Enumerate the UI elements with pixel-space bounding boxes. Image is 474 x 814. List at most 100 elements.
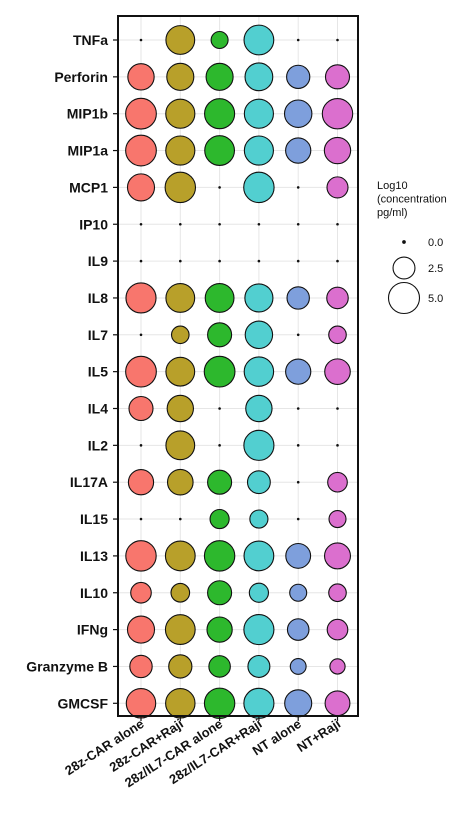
data-dot	[243, 135, 274, 166]
data-dot	[203, 540, 236, 572]
legend-title-line: (concentration	[377, 194, 447, 206]
data-dot	[165, 688, 196, 719]
data-dot	[336, 407, 339, 410]
data-dot	[125, 540, 157, 572]
data-dot	[165, 135, 196, 166]
data-dot	[327, 471, 348, 493]
data-dot	[130, 581, 152, 604]
data-dot	[284, 689, 313, 718]
y-tick-label: TNFa	[73, 32, 108, 48]
data-dot	[125, 688, 157, 719]
data-dot	[245, 394, 273, 423]
data-dot	[328, 510, 347, 529]
data-dot	[164, 540, 196, 572]
data-dot	[203, 687, 236, 720]
data-dot	[139, 38, 143, 42]
plot-frame	[117, 15, 359, 717]
data-dot	[328, 583, 347, 603]
data-dot	[218, 222, 221, 226]
legend-size-label: 5.0	[428, 293, 443, 305]
data-dot	[204, 98, 236, 130]
data-dot	[285, 542, 312, 569]
data-dot	[168, 654, 193, 679]
data-dot	[244, 320, 274, 350]
data-dot	[128, 395, 154, 422]
legend-size-circle	[402, 240, 406, 244]
data-dot	[243, 687, 275, 719]
data-dot	[125, 355, 157, 388]
data-dot	[170, 325, 190, 345]
data-dot	[207, 322, 233, 348]
data-dot	[243, 540, 275, 572]
data-dot	[139, 444, 143, 447]
data-dot	[164, 171, 197, 204]
data-dot	[203, 355, 236, 388]
data-dot	[207, 469, 233, 495]
y-tick-label: IL10	[80, 585, 108, 601]
y-tick-label: MIP1b	[67, 106, 108, 122]
y-tick-label: IL9	[88, 253, 108, 269]
data-dot	[336, 259, 339, 263]
data-dot	[257, 222, 261, 226]
data-dot	[243, 356, 275, 387]
data-dot	[125, 134, 157, 167]
data-dot	[243, 429, 275, 461]
data-dot	[126, 615, 156, 644]
data-dot	[164, 614, 196, 646]
data-dot	[244, 62, 274, 92]
data-dot	[243, 98, 274, 129]
data-dot	[218, 444, 221, 447]
data-dot	[326, 286, 349, 310]
data-dot	[218, 259, 221, 263]
data-dot	[249, 509, 269, 529]
data-dot	[165, 98, 196, 129]
data-dot	[207, 580, 233, 606]
data-dot	[179, 259, 182, 263]
legend-size-label: 2.5	[428, 263, 443, 275]
data-dot	[286, 618, 310, 641]
data-dot	[165, 356, 196, 387]
data-dot	[285, 137, 312, 164]
data-dot	[165, 430, 196, 461]
data-dots	[125, 24, 354, 720]
data-dot	[336, 222, 339, 226]
y-tick-label: MIP1a	[68, 143, 109, 159]
data-dot	[243, 614, 275, 646]
data-dot	[165, 25, 196, 55]
data-dot	[283, 99, 313, 128]
data-dot	[204, 135, 236, 166]
legend-title-line: pg/ml)	[377, 207, 408, 219]
data-dot	[329, 658, 346, 675]
data-dot	[296, 333, 300, 337]
y-tick-label: MCP1	[69, 179, 108, 195]
x-tick-label: NT+Raji	[294, 716, 343, 755]
y-tick-label: GMCSF	[57, 695, 108, 711]
y-tick-label: IL15	[80, 511, 108, 527]
data-dot	[323, 136, 352, 165]
data-dot	[296, 38, 300, 42]
data-dot	[296, 444, 300, 447]
data-dot	[218, 407, 221, 410]
data-dot	[166, 468, 194, 496]
data-dot	[243, 24, 275, 56]
data-dot	[296, 480, 300, 484]
data-dot	[165, 283, 196, 313]
legend-size-circle	[387, 281, 421, 315]
data-dot	[296, 222, 300, 226]
data-dot	[247, 654, 271, 678]
data-dot	[129, 654, 153, 679]
data-dot	[127, 469, 155, 496]
y-tick-label: IL17A	[70, 474, 108, 490]
y-tick-label: IL8	[88, 290, 108, 306]
data-dot	[286, 286, 310, 310]
data-dot	[324, 690, 351, 717]
data-dot	[324, 358, 351, 385]
data-dot	[246, 470, 271, 495]
data-dot	[285, 358, 312, 385]
data-dot	[296, 186, 300, 189]
data-dot	[257, 259, 261, 263]
size-legend: Log10 (concentration pg/ml) 0.0 2.5 5.0	[377, 180, 447, 315]
y-tick-label: Perforin	[54, 69, 108, 85]
